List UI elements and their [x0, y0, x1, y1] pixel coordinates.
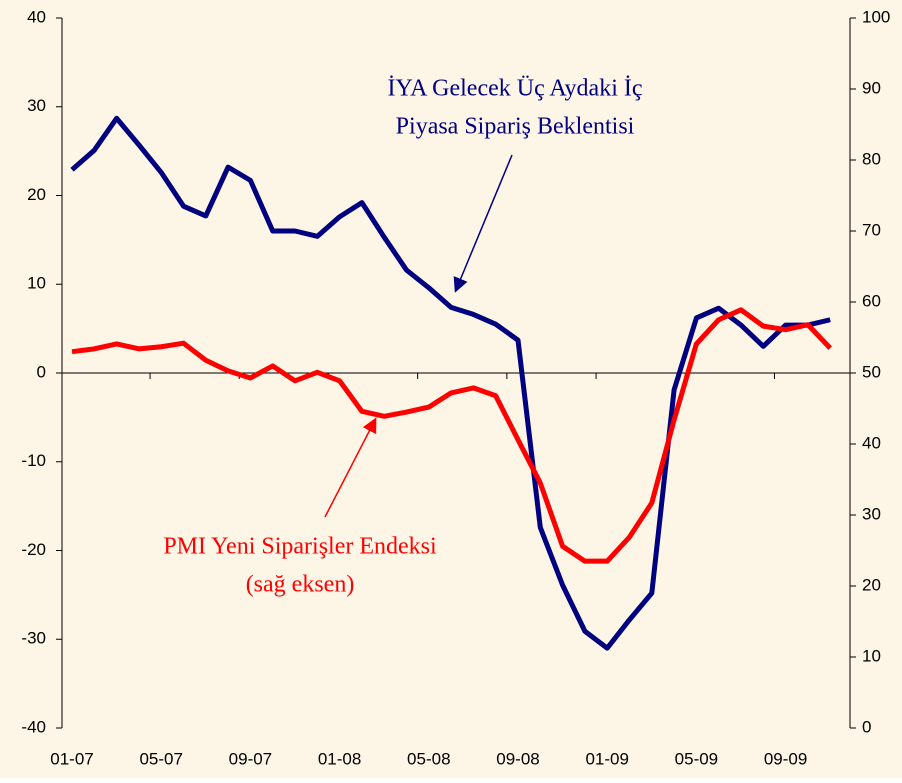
annotation: PMI Yeni Siparişler Endeksi [163, 534, 437, 560]
annotation: Piyasa Sipariş Beklentisi [396, 114, 635, 140]
y-tick-label: 30 [27, 96, 46, 115]
x-tick-label: 01-07 [50, 749, 93, 768]
x-tick-label: 09-07 [229, 749, 272, 768]
x-tick-label: 05-07 [139, 749, 182, 768]
y-tick-label: -30 [21, 629, 46, 648]
y2-tick-label: 10 [862, 646, 881, 665]
y2-tick-label: 30 [862, 504, 881, 523]
annotation: İYA Gelecek Üç Aydaki İç [387, 76, 642, 102]
x-tick-label: 01-09 [585, 749, 628, 768]
arrow [324, 417, 377, 518]
x-tick-label: 01-08 [318, 749, 361, 768]
y2-tick-label: 100 [862, 7, 890, 26]
x-tick-label: 05-08 [407, 749, 450, 768]
series-line [71, 307, 833, 564]
y-tick-label: -10 [21, 451, 46, 470]
y-tick-label: -40 [21, 717, 46, 736]
x-tick-label: 09-09 [764, 749, 807, 768]
y2-tick-label: 20 [862, 575, 881, 594]
y2-tick-label: 40 [862, 433, 881, 452]
x-tick-label: 05-09 [675, 749, 718, 768]
y2-tick-label: 80 [862, 149, 881, 168]
y2-tick-label: 70 [862, 220, 881, 239]
y2-tick-label: 50 [862, 362, 881, 381]
y2-tick-label: 0 [862, 717, 871, 736]
y-tick-label: 20 [27, 185, 46, 204]
series-line [70, 115, 831, 651]
y2-tick-label: 60 [862, 291, 881, 310]
y-tick-label: 10 [27, 274, 46, 293]
y-tick-label: 0 [37, 362, 46, 381]
annotation: (sağ eksen) [246, 572, 355, 598]
x-tick-label: 09-08 [496, 749, 539, 768]
y-tick-label: 40 [27, 7, 46, 26]
y-tick-label: -20 [21, 540, 46, 559]
y2-tick-label: 90 [862, 78, 881, 97]
arrow [453, 154, 513, 293]
